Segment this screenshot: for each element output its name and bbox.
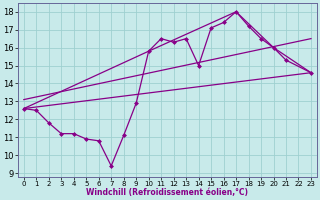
X-axis label: Windchill (Refroidissement éolien,°C): Windchill (Refroidissement éolien,°C) xyxy=(86,188,248,197)
